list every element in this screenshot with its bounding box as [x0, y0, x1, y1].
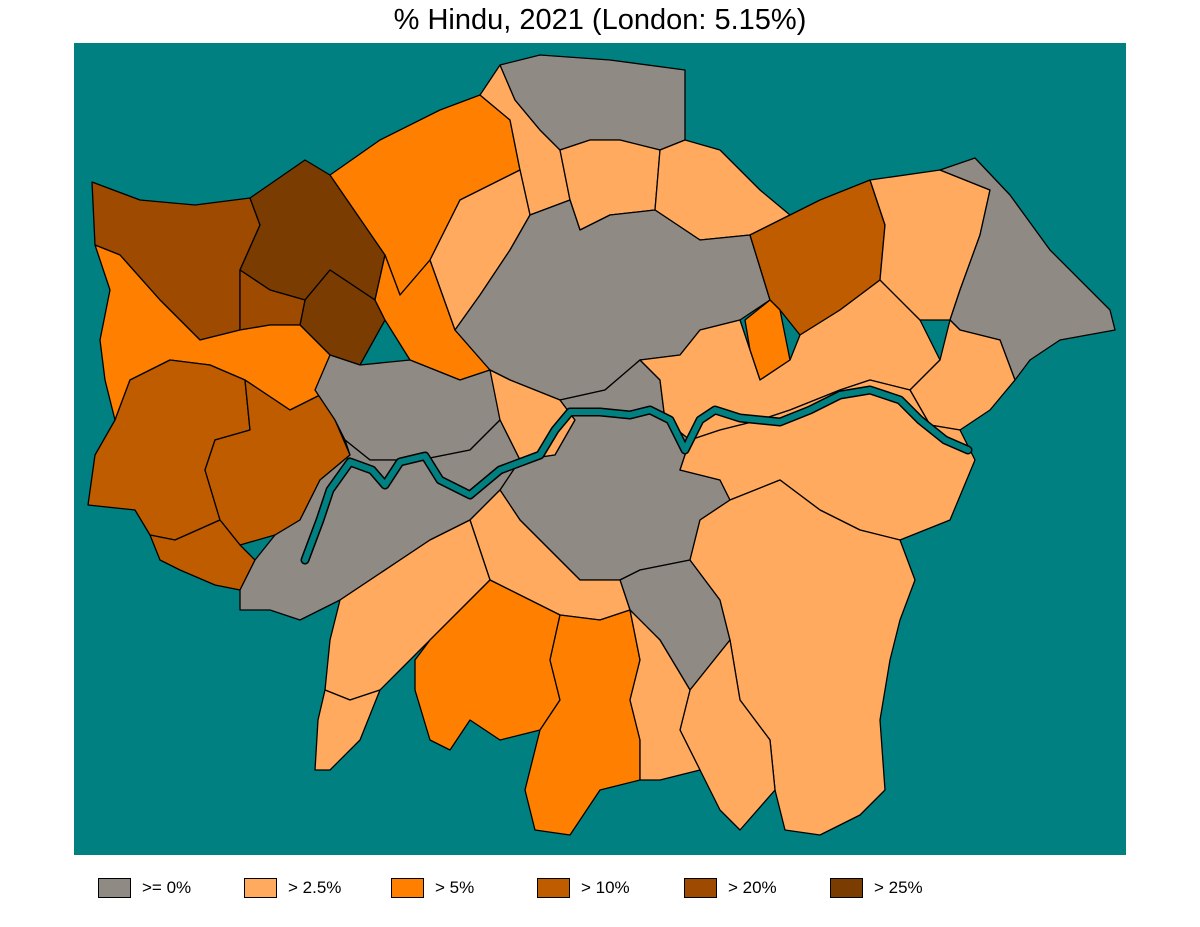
legend-swatch	[391, 878, 424, 898]
legend-item: > 25%	[830, 878, 923, 898]
borough-region	[629, 609, 701, 781]
legend-item: > 20%	[684, 878, 830, 898]
legend-label: > 5%	[435, 878, 475, 897]
legend-item: > 5%	[391, 878, 537, 898]
legend-label: > 10%	[581, 878, 630, 897]
legend-swatch	[684, 878, 717, 898]
river-thames-water	[302, 387, 971, 563]
legend-item: >= 0%	[98, 878, 244, 898]
legend-label: > 25%	[874, 878, 923, 897]
legend-swatch	[830, 878, 863, 898]
borough-region	[689, 479, 916, 836]
borough-region	[314, 689, 381, 771]
map-legend: >= 0% > 2.5% > 5% > 10% > 20% > 25%	[98, 878, 923, 898]
legend-label: > 20%	[728, 878, 777, 897]
map-svg	[74, 43, 1126, 855]
legend-swatch	[537, 878, 570, 898]
legend-label: > 2.5%	[288, 878, 342, 897]
legend-item: > 10%	[537, 878, 684, 898]
borough-region	[939, 157, 1116, 381]
legend-label: >= 0%	[142, 878, 192, 897]
legend-item: > 2.5%	[244, 878, 391, 898]
borough-region	[239, 419, 521, 621]
map-title: % Hindu, 2021 (London: 5.15%)	[393, 4, 807, 36]
legend-swatch	[98, 878, 131, 898]
legend-swatch	[244, 878, 277, 898]
choropleth-map	[74, 43, 1126, 855]
